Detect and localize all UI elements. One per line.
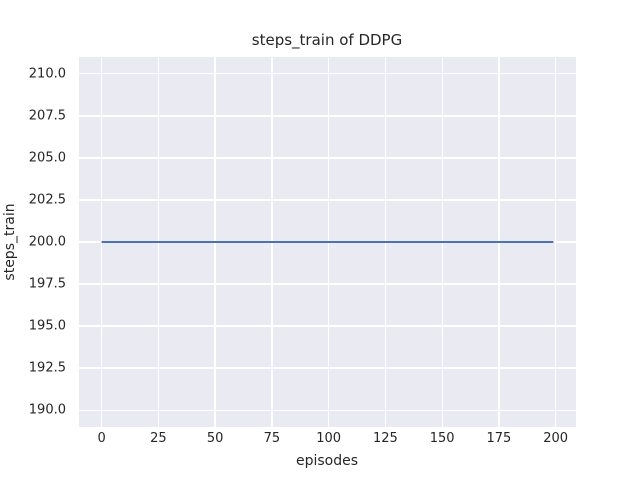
x-tick-label: 100	[316, 431, 342, 446]
y-tick-label: 195.0	[28, 318, 66, 334]
plot-area	[79, 57, 576, 427]
chart-title: steps_train of DDPG	[251, 31, 403, 49]
x-tick-label: 0	[97, 431, 106, 446]
y-axis-label: steps_train	[2, 203, 18, 281]
y-tick-label: 205.0	[28, 150, 66, 166]
y-gridline	[79, 367, 576, 369]
y-tick-label: 210.0	[28, 66, 66, 82]
y-gridline	[79, 157, 576, 159]
y-gridline	[79, 199, 576, 201]
x-tick-label: 150	[429, 431, 455, 446]
y-tick-label: 197.5	[28, 276, 66, 292]
y-tick-label: 190.0	[28, 402, 66, 418]
y-gridline	[79, 409, 576, 411]
y-gridline	[79, 115, 576, 117]
x-tick-label: 175	[486, 431, 512, 446]
x-tick-label: 25	[150, 431, 167, 446]
line-series	[101, 241, 554, 243]
y-tick-label: 192.5	[28, 360, 66, 376]
x-tick-label: 50	[206, 431, 224, 446]
x-tick-label: 125	[372, 431, 398, 446]
x-tick-label: 75	[263, 431, 281, 446]
y-gridline	[79, 73, 576, 75]
y-gridline	[79, 283, 576, 285]
x-axis-label: episodes	[295, 453, 359, 469]
y-tick-label: 200.0	[28, 234, 66, 250]
y-gridline	[79, 325, 576, 327]
x-tick-label: 200	[543, 431, 569, 446]
y-tick-label: 202.5	[28, 192, 66, 208]
y-tick-label: 207.5	[28, 108, 66, 124]
